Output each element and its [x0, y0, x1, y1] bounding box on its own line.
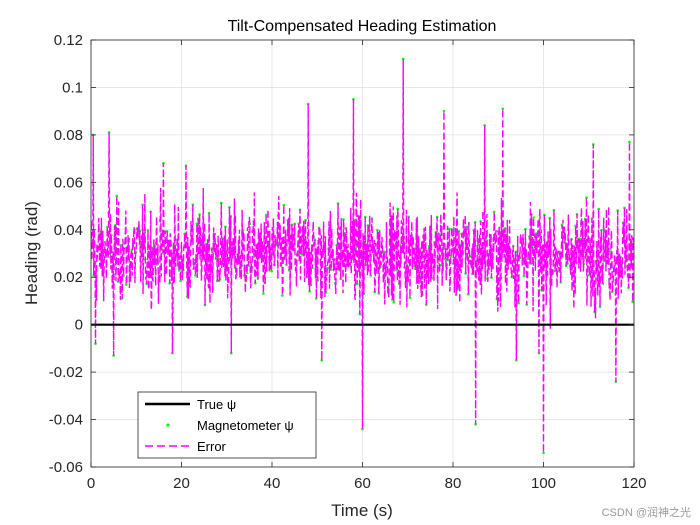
- magnetometer-point: [264, 213, 268, 217]
- x-tick-label: 20: [173, 475, 190, 492]
- magnetometer-point: [408, 296, 412, 299]
- y-tick-label: 0.06: [54, 174, 83, 191]
- magnetometer-point: [262, 292, 265, 295]
- magnetometer-point: [282, 203, 286, 207]
- tick-labels: 0 20 40 60 80 100 120 -0.06 -0.04 -0.02 0 0.02 0.04 0…: [49, 32, 647, 492]
- y-tick-label: 0.04: [54, 222, 83, 239]
- magnetometer-point: [329, 268, 333, 271]
- series-layer: [91, 57, 634, 455]
- x-tick-label: 0: [87, 475, 95, 492]
- watermark-text: CSDN @润神之光: [602, 505, 691, 519]
- y-tick-label: 0: [75, 317, 83, 334]
- magnetometer-point: [376, 228, 379, 232]
- legend-label-error: Error: [197, 439, 227, 454]
- x-tick-label: 100: [531, 475, 556, 492]
- y-tick-label: 0.08: [54, 127, 83, 144]
- y-axis-label: Heading (rad): [22, 201, 41, 305]
- magnetometer-point: [631, 300, 634, 303]
- x-tick-label: 120: [621, 475, 646, 492]
- y-tick-label: 0.12: [54, 32, 83, 49]
- magnetometer-point: [115, 194, 119, 198]
- axis-ticks: [90, 39, 635, 468]
- magnetometer-point: [194, 274, 197, 277]
- magnetometer-point: [585, 196, 588, 199]
- legend-label-magnetometer: Magnetometer ψ: [197, 418, 294, 433]
- x-tick-label: 40: [264, 475, 281, 492]
- legend-label-true: True ψ: [197, 397, 236, 412]
- magnetometer-point: [281, 294, 284, 297]
- magnetometer-point: [245, 271, 249, 275]
- magnetometer-point: [125, 283, 128, 286]
- magnetometer-point: [501, 107, 505, 111]
- magnetometer-point: [179, 279, 182, 283]
- magnetometer-point: [522, 274, 526, 278]
- error-series-line: [91, 58, 634, 453]
- magnetometer-point: [628, 140, 631, 144]
- legend: True ψ Magnetometer ψ Error: [137, 391, 317, 459]
- y-tick-label: 0.02: [54, 269, 83, 286]
- chart-title: Tilt-Compensated Heading Estimation: [228, 18, 497, 35]
- x-tick-label: 60: [354, 475, 371, 492]
- magnetometer-point: [442, 109, 446, 113]
- magnetometer-point: [392, 301, 396, 304]
- magnetometer-point: [542, 451, 545, 455]
- x-tick-label: 80: [445, 475, 462, 492]
- magnetometer-point: [492, 210, 496, 214]
- y-tick-label: -0.02: [49, 364, 83, 381]
- magnetometer-point: [517, 301, 520, 305]
- y-tick-label: -0.06: [49, 459, 83, 476]
- legend-swatch-magnetometer: [166, 423, 170, 427]
- x-axis-label: Time (s): [331, 501, 393, 520]
- magnetometer-point: [532, 216, 535, 219]
- y-tick-label: 0.1: [62, 79, 83, 96]
- y-tick-label: -0.04: [49, 412, 83, 429]
- magnetometer-point: [320, 358, 324, 362]
